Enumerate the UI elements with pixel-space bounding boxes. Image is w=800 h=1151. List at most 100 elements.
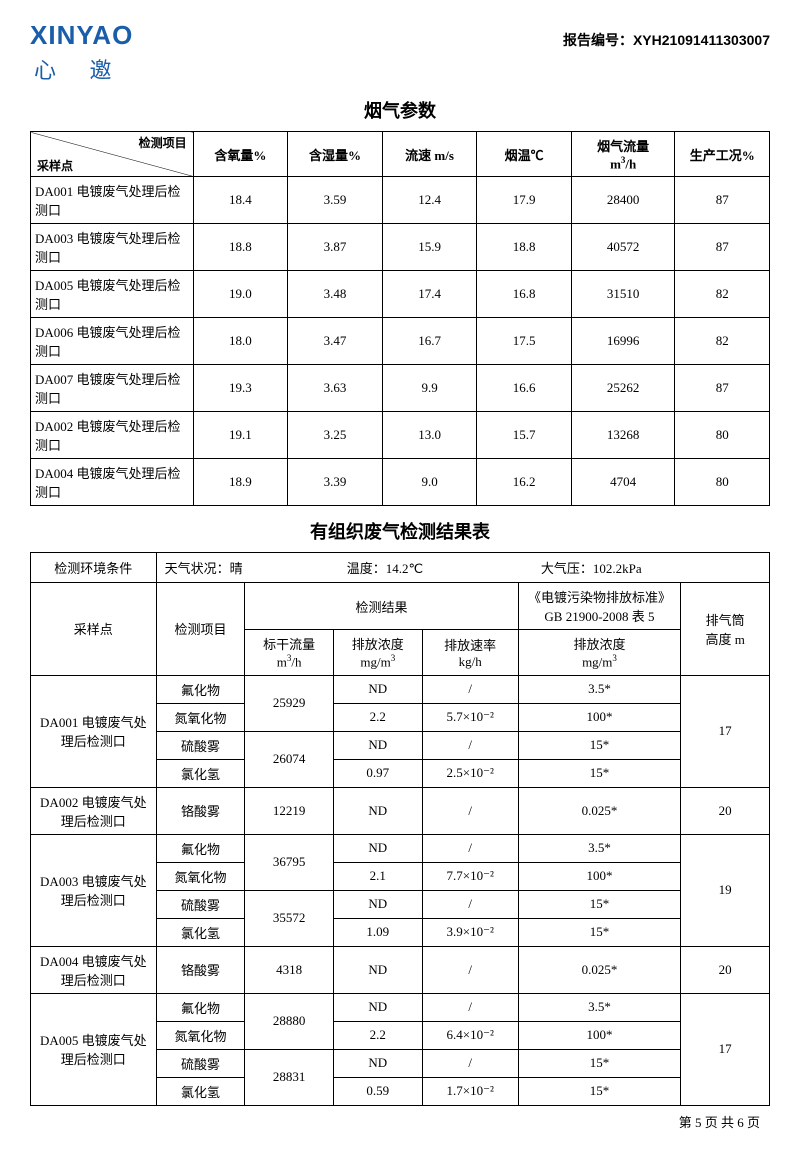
h-std: 《电镀污染物排放标准》GB 21900-2008 表 5 <box>518 583 681 630</box>
test-item: 氮氧化物 <box>156 862 245 890</box>
cell: 18.4 <box>193 177 288 224</box>
cell: 16.6 <box>477 365 572 412</box>
cell: 3.48 <box>288 271 383 318</box>
rate-value: / <box>422 946 518 993</box>
rate-value: 3.9×10⁻² <box>422 918 518 946</box>
conc-value: ND <box>333 787 422 834</box>
conc-value: 0.97 <box>333 759 422 787</box>
conc-value: 2.1 <box>333 862 422 890</box>
test-item: 氟化物 <box>156 834 245 862</box>
h-result: 检测结果 <box>245 583 518 630</box>
h-item: 检测项目 <box>156 583 245 675</box>
conc-value: ND <box>333 946 422 993</box>
cell: 87 <box>675 224 770 271</box>
cell: 18.9 <box>193 459 288 506</box>
col-humidity: 含湿量% <box>288 132 383 177</box>
table-row: DA005 电镀废气处理后检测口氟化物28880ND/3.5*17 <box>31 993 770 1021</box>
sample-point: DA001 电镀废气处理后检测口 <box>31 675 157 787</box>
cell: 80 <box>675 459 770 506</box>
std-value: 0.025* <box>518 787 681 834</box>
rate-value: / <box>422 731 518 759</box>
cell: 16.7 <box>382 318 477 365</box>
std-value: 100* <box>518 862 681 890</box>
table-row: DA003 电镀废气处理后检测口氟化物36795ND/3.5*19 <box>31 834 770 862</box>
cell: 18.8 <box>193 224 288 271</box>
stack-height: 20 <box>681 946 770 993</box>
cell: 16.8 <box>477 271 572 318</box>
std-value: 0.025* <box>518 946 681 993</box>
table-row: DA007 电镀废气处理后检测口19.33.639.916.62526287 <box>31 365 770 412</box>
rate-value: / <box>422 1049 518 1077</box>
rate-value: 2.5×10⁻² <box>422 759 518 787</box>
sample-point: DA003 电镀废气处理后检测口 <box>31 224 194 271</box>
std-value: 15* <box>518 731 681 759</box>
col-velocity: 流速 m/s <box>382 132 477 177</box>
cell: 17.9 <box>477 177 572 224</box>
cell: 16.2 <box>477 459 572 506</box>
flow-value: 12219 <box>245 787 334 834</box>
rate-value: 5.7×10⁻² <box>422 703 518 731</box>
conc-value: ND <box>333 675 422 703</box>
sample-point: DA004 电镀废气处理后检测口 <box>31 459 194 506</box>
stack-height: 19 <box>681 834 770 946</box>
table1-title: 烟气参数 <box>30 97 770 123</box>
test-item: 铬酸雾 <box>156 946 245 993</box>
cell: 87 <box>675 177 770 224</box>
test-item: 氯化氢 <box>156 1077 245 1105</box>
test-item: 硫酸雾 <box>156 1049 245 1077</box>
table-row: DA004 电镀废气处理后检测口18.93.399.016.2470480 <box>31 459 770 506</box>
sample-point: DA001 电镀废气处理后检测口 <box>31 177 194 224</box>
col-flow: 烟气流量m3/h <box>571 132 674 177</box>
flow-value: 28880 <box>245 993 334 1049</box>
page-footer: 第 5 页 共 6 页 <box>30 1112 770 1131</box>
cell: 18.8 <box>477 224 572 271</box>
std-value: 15* <box>518 1049 681 1077</box>
test-item: 硫酸雾 <box>156 731 245 759</box>
conc-value: ND <box>333 993 422 1021</box>
diagonal-header: 检测项目 采样点 <box>31 132 194 177</box>
rate-value: / <box>422 993 518 1021</box>
test-item: 硫酸雾 <box>156 890 245 918</box>
cell: 3.25 <box>288 412 383 459</box>
h-conc: 排放浓度mg/m3 <box>333 630 422 675</box>
rate-value: 1.7×10⁻² <box>422 1077 518 1105</box>
cell: 28400 <box>571 177 674 224</box>
emission-results-table: 检测环境条件 天气状况：晴 温度：14.2℃ 大气压：102.2kPa 采样点 … <box>30 552 770 1105</box>
table-row: DA004 电镀废气处理后检测口铬酸雾4318ND/0.025*20 <box>31 946 770 993</box>
cell: 18.0 <box>193 318 288 365</box>
logo-english: XINYAO <box>30 20 133 51</box>
table-row: DA001 电镀废气处理后检测口18.43.5912.417.92840087 <box>31 177 770 224</box>
test-item: 氟化物 <box>156 993 245 1021</box>
std-value: 15* <box>518 1077 681 1105</box>
h-stdconc: 排放浓度mg/m3 <box>518 630 681 675</box>
cell: 19.0 <box>193 271 288 318</box>
flow-value: 35572 <box>245 890 334 946</box>
sample-point: DA005 电镀废气处理后检测口 <box>31 271 194 318</box>
cell: 3.47 <box>288 318 383 365</box>
h-flow: 标干流量m3/h <box>245 630 334 675</box>
conc-value: 1.09 <box>333 918 422 946</box>
cell: 4704 <box>571 459 674 506</box>
sample-point: DA007 电镀废气处理后检测口 <box>31 365 194 412</box>
table-row: DA003 电镀废气处理后检测口18.83.8715.918.84057287 <box>31 224 770 271</box>
test-item: 氯化氢 <box>156 918 245 946</box>
h-rate: 排放速率kg/h <box>422 630 518 675</box>
cell: 82 <box>675 271 770 318</box>
rate-value: / <box>422 834 518 862</box>
flue-gas-params-table: 检测项目 采样点 含氧量% 含湿量% 流速 m/s 烟温℃ 烟气流量m3/h 生… <box>30 131 770 506</box>
std-value: 15* <box>518 918 681 946</box>
rate-value: / <box>422 890 518 918</box>
flow-value: 26074 <box>245 731 334 787</box>
flow-value: 28831 <box>245 1049 334 1105</box>
cell: 40572 <box>571 224 674 271</box>
table-row: DA005 电镀废气处理后检测口19.03.4817.416.83151082 <box>31 271 770 318</box>
cell: 9.9 <box>382 365 477 412</box>
table-row: DA002 电镀废气处理后检测口19.13.2513.015.71326880 <box>31 412 770 459</box>
table-row: DA002 电镀废气处理后检测口铬酸雾12219ND/0.025*20 <box>31 787 770 834</box>
cell: 3.59 <box>288 177 383 224</box>
flow-value: 25929 <box>245 675 334 731</box>
sample-point: DA004 电镀废气处理后检测口 <box>31 946 157 993</box>
rate-value: / <box>422 675 518 703</box>
col-load: 生产工况% <box>675 132 770 177</box>
cell: 31510 <box>571 271 674 318</box>
